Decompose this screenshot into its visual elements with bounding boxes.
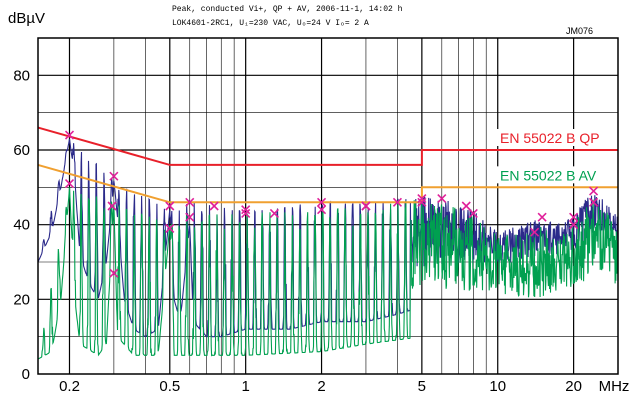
y-tick-label: 0 <box>22 366 30 383</box>
marker-stroke <box>417 193 427 204</box>
y-tick-label: 20 <box>13 291 30 308</box>
marker-stroke <box>589 197 599 207</box>
y-tick-label: 40 <box>13 217 30 234</box>
marker-stroke <box>461 201 471 211</box>
marker-qp <box>185 197 195 207</box>
legend-label: EN 55022 B QP <box>500 130 600 146</box>
marker-qp <box>569 212 579 222</box>
y-tick-label: 60 <box>13 142 30 159</box>
marker-stroke <box>417 197 427 207</box>
marker-av <box>361 201 371 211</box>
marker-stroke <box>316 205 327 215</box>
marker-qp <box>165 201 175 211</box>
marker-stroke <box>209 201 219 211</box>
chart-code: JM076 <box>566 26 594 36</box>
marker-av <box>64 179 75 189</box>
marker-av <box>530 227 540 237</box>
marker-av <box>589 197 599 207</box>
marker-av <box>241 208 251 219</box>
legend-background <box>494 166 614 184</box>
y-tick-label: 80 <box>13 67 30 84</box>
marker-stroke <box>241 205 251 215</box>
marker-stroke <box>569 220 579 230</box>
x-tick-label: 2 <box>317 378 325 395</box>
marker-stroke <box>165 223 175 233</box>
marker-stroke <box>361 201 371 211</box>
marker-qp <box>64 130 75 140</box>
series-avg-trace <box>37 187 619 360</box>
marker-stroke <box>64 179 75 189</box>
marker-stroke <box>437 193 447 204</box>
y-axis-label: dBµV <box>8 10 45 27</box>
marker-qp <box>437 193 447 204</box>
x-tick-label: 0.2 <box>59 378 80 395</box>
marker-qp <box>269 208 279 219</box>
marker-qp <box>537 212 547 222</box>
marker-qp <box>316 197 327 207</box>
x-axis-unit: MHz <box>599 378 630 395</box>
marker-stroke <box>64 130 75 140</box>
marker-qp <box>589 186 599 196</box>
marker-av <box>569 220 579 230</box>
marker-qp <box>461 201 471 211</box>
marker-stroke <box>165 201 175 211</box>
marker-qp <box>107 201 117 211</box>
marker-stroke <box>392 197 402 207</box>
x-tick-label: 0.5 <box>159 378 180 395</box>
marker-av <box>109 268 119 278</box>
limit-line <box>37 126 618 166</box>
marker-av <box>417 197 427 207</box>
marker-stroke <box>530 227 540 237</box>
marker-av <box>165 223 175 233</box>
marker-stroke <box>468 208 478 219</box>
marker-qp <box>241 205 251 215</box>
marker-stroke <box>107 201 117 211</box>
marker-av <box>468 208 478 219</box>
marker-qp <box>209 201 219 211</box>
x-tick-label: 5 <box>418 378 426 395</box>
x-tick-label: 1 <box>242 378 250 395</box>
legend-label: EN 55022 B AV <box>500 167 597 183</box>
marker-stroke <box>316 197 327 207</box>
marker-stroke <box>109 268 119 278</box>
marker-qp <box>109 171 119 181</box>
x-tick-label: 20 <box>565 378 582 395</box>
marker-qp <box>392 197 402 207</box>
plot-frame <box>37 37 619 375</box>
series-peak-trace <box>37 138 619 338</box>
marker-stroke <box>269 208 279 219</box>
x-tick-label: 10 <box>489 378 506 395</box>
marker-stroke <box>569 212 579 222</box>
marker-stroke <box>109 171 119 181</box>
marker-av <box>316 205 327 215</box>
header-line-1: Peak, conducted Vi+, QP + AV, 2006-11-1,… <box>172 5 403 14</box>
marker-stroke <box>537 212 547 222</box>
marker-stroke <box>185 212 195 222</box>
header-line-2: LOK4601-2RC1, U₁=230 VAC, Uₒ=24 V Iₒ= 2 … <box>172 19 369 28</box>
marker-qp <box>417 193 427 204</box>
marker-av <box>185 212 195 222</box>
marker-stroke <box>241 208 251 219</box>
marker-stroke <box>589 186 599 196</box>
marker-stroke <box>185 197 195 207</box>
legend-background <box>494 129 614 146</box>
